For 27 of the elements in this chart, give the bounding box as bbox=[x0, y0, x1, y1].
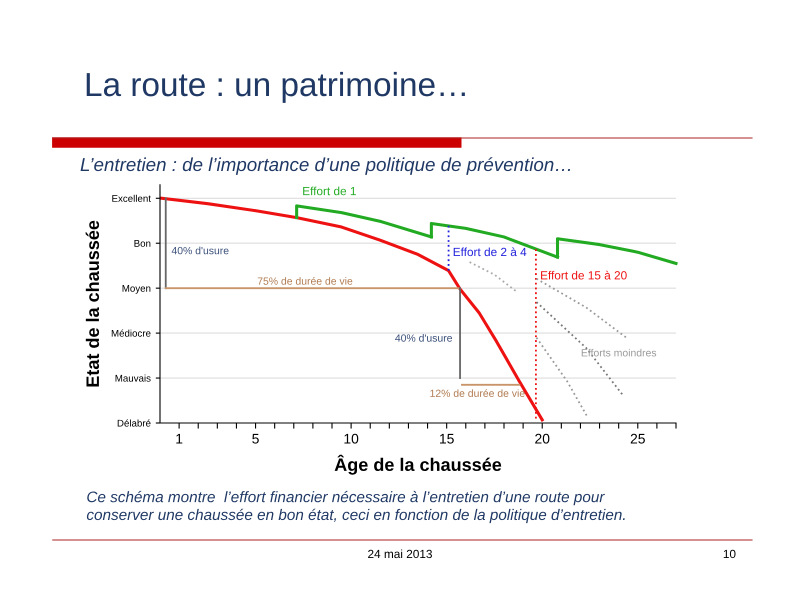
x-tick-label: 10 bbox=[344, 434, 358, 444]
category-label: Délabré bbox=[118, 419, 151, 427]
annotation: 12% de durée de vie bbox=[430, 389, 525, 397]
chart-title: La route : un patrimoine… bbox=[86, 72, 465, 103]
annotation: 75% de durée de vie bbox=[258, 277, 352, 285]
text: Ce schéma montre l’effort financier nécessaire à l’entretien d’une route pour conserver une chaussée en bon état, ceci en fonction de la politique d’entretien. bbox=[86, 490, 625, 524]
x-tick-label: 15 bbox=[440, 434, 454, 444]
annotation: 40% d'usure bbox=[172, 246, 229, 254]
x-tick-label: 1 bbox=[176, 434, 182, 444]
chart-subtitle: L’entretien : de l’importance d’une politique de prévention… bbox=[80, 157, 570, 175]
text: 24 mai 2013 bbox=[368, 549, 432, 558]
category-label: Médiocre bbox=[112, 329, 151, 337]
x-axis-title: Âge de la chaussée bbox=[334, 454, 502, 475]
x-tick-label: 25 bbox=[630, 434, 645, 444]
series-label: Effort de 2 à 4 bbox=[454, 247, 526, 256]
annotation: 40% d'usure bbox=[395, 334, 452, 342]
category-label: Mauvais bbox=[116, 374, 151, 382]
text: 10 bbox=[724, 550, 736, 558]
y-axis-title: Etat de la chaussée bbox=[86, 220, 100, 386]
category-label: Bon bbox=[134, 240, 150, 247]
series-label: Effort de 15 à 20 bbox=[541, 270, 627, 280]
annotation: Efforts moindres bbox=[582, 348, 656, 356]
category-label: Moyen bbox=[122, 285, 150, 294]
x-tick-label: 5 bbox=[252, 434, 259, 444]
category-label: Excellent bbox=[112, 194, 151, 202]
x-tick-label: 20 bbox=[535, 434, 550, 444]
series-label: Effort de 1 bbox=[303, 186, 356, 196]
